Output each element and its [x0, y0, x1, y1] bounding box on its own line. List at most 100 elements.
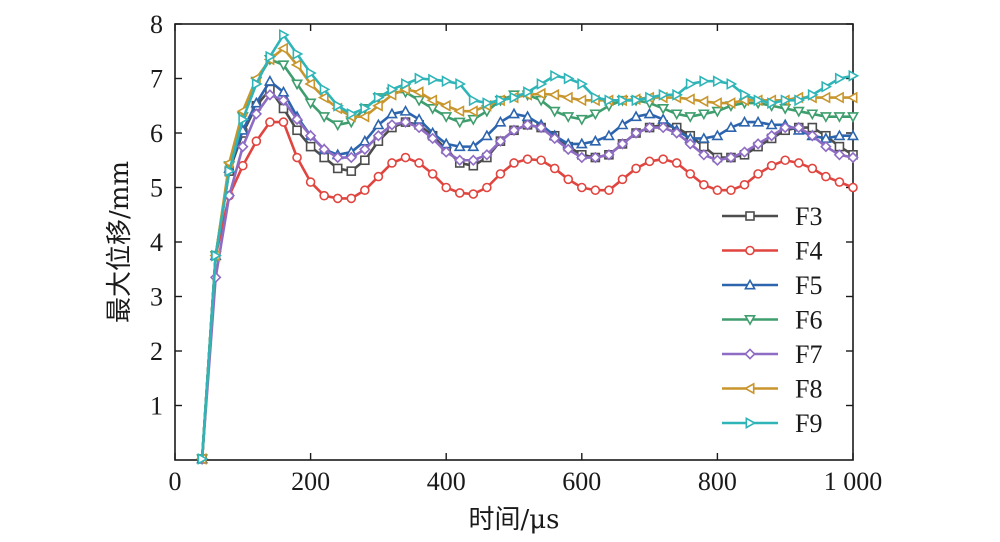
data-point — [495, 169, 506, 179]
data-point — [698, 149, 710, 161]
legend: F3 F4 F5 F6 F7 F8 F9 — [722, 202, 822, 438]
data-point — [292, 125, 302, 136]
series-line — [200, 79, 853, 459]
legend-label: F6 — [795, 306, 822, 335]
data-point — [319, 190, 329, 201]
data-point — [589, 151, 602, 164]
data-point — [670, 109, 683, 121]
data-point — [428, 73, 439, 86]
legend-swatch-marker — [745, 245, 755, 256]
data-point — [251, 136, 262, 146]
data-point — [684, 138, 697, 150]
data-point — [847, 151, 859, 164]
data-point — [834, 72, 846, 85]
data-point — [238, 160, 248, 171]
legend-item-f7: F7 — [722, 340, 822, 369]
data-point — [548, 88, 560, 101]
data-point — [523, 86, 534, 99]
legend-item-f9: F9 — [722, 409, 822, 438]
data-point — [753, 169, 763, 179]
data-point — [724, 97, 736, 109]
data-point — [699, 75, 711, 88]
data-point — [617, 94, 629, 107]
data-point — [617, 174, 628, 185]
data-point — [834, 177, 845, 187]
data-point — [264, 89, 276, 101]
data-point — [509, 158, 519, 168]
data-point — [399, 104, 412, 116]
data-point — [197, 452, 209, 465]
data-point — [575, 137, 588, 149]
data-point — [793, 158, 804, 168]
data-point — [277, 42, 288, 55]
data-point — [251, 77, 263, 90]
data-point — [482, 182, 492, 193]
y-tick-label: 4 — [150, 228, 163, 257]
data-point — [670, 127, 683, 139]
data-point — [237, 140, 249, 153]
legend-label: F3 — [795, 202, 822, 231]
data-point — [386, 107, 398, 119]
series-line — [200, 47, 853, 459]
data-point — [319, 83, 331, 96]
data-point — [739, 179, 750, 190]
data-point — [848, 69, 860, 82]
legend-item-f5: F5 — [722, 271, 822, 300]
data-point — [331, 151, 344, 164]
data-point — [426, 103, 439, 115]
legend-swatch-marker — [745, 211, 755, 221]
data-point — [305, 177, 316, 187]
data-point — [480, 129, 493, 141]
y-axis: 1 2 3 4 5 6 7 8 — [150, 10, 853, 421]
data-point — [562, 112, 575, 123]
data-point — [603, 149, 615, 161]
data-point — [508, 107, 520, 119]
data-point — [277, 60, 290, 72]
data-point — [807, 163, 818, 174]
data-point — [494, 135, 507, 147]
data-point — [317, 91, 329, 104]
data-point — [726, 77, 738, 90]
data-point — [521, 119, 534, 131]
data-point — [807, 88, 819, 101]
data-point — [290, 58, 302, 71]
legend-label: F9 — [795, 409, 822, 438]
data-point — [806, 129, 819, 142]
data-point — [346, 107, 358, 120]
data-point — [604, 94, 616, 107]
data-point — [400, 152, 411, 163]
data-point — [833, 149, 846, 161]
data-point — [304, 77, 316, 90]
data-point — [441, 182, 452, 193]
data-point — [467, 105, 478, 118]
data-point — [536, 155, 546, 166]
data-point — [265, 50, 277, 63]
data-point — [536, 77, 548, 90]
data-point — [616, 118, 629, 130]
data-point — [821, 80, 833, 93]
y-tick-label: 2 — [150, 337, 163, 366]
data-point — [360, 185, 370, 196]
data-point — [563, 72, 575, 85]
y-tick-label: 6 — [150, 119, 163, 148]
data-point — [645, 91, 656, 104]
data-point — [550, 69, 561, 82]
data-point — [657, 121, 669, 134]
data-point — [440, 146, 452, 158]
data-point — [413, 95, 426, 107]
data-point — [684, 93, 695, 106]
y-axis-title: 最大位移/mm — [105, 161, 135, 323]
data-point — [833, 112, 846, 123]
legend-swatch-marker — [744, 348, 756, 360]
data-point — [331, 120, 344, 132]
data-point — [780, 155, 791, 166]
y-tick-label: 8 — [150, 10, 163, 39]
data-point — [740, 88, 751, 101]
data-point — [576, 151, 588, 164]
data-point — [387, 158, 397, 168]
data-point — [372, 118, 385, 130]
data-point — [508, 124, 520, 137]
data-point — [671, 158, 682, 168]
